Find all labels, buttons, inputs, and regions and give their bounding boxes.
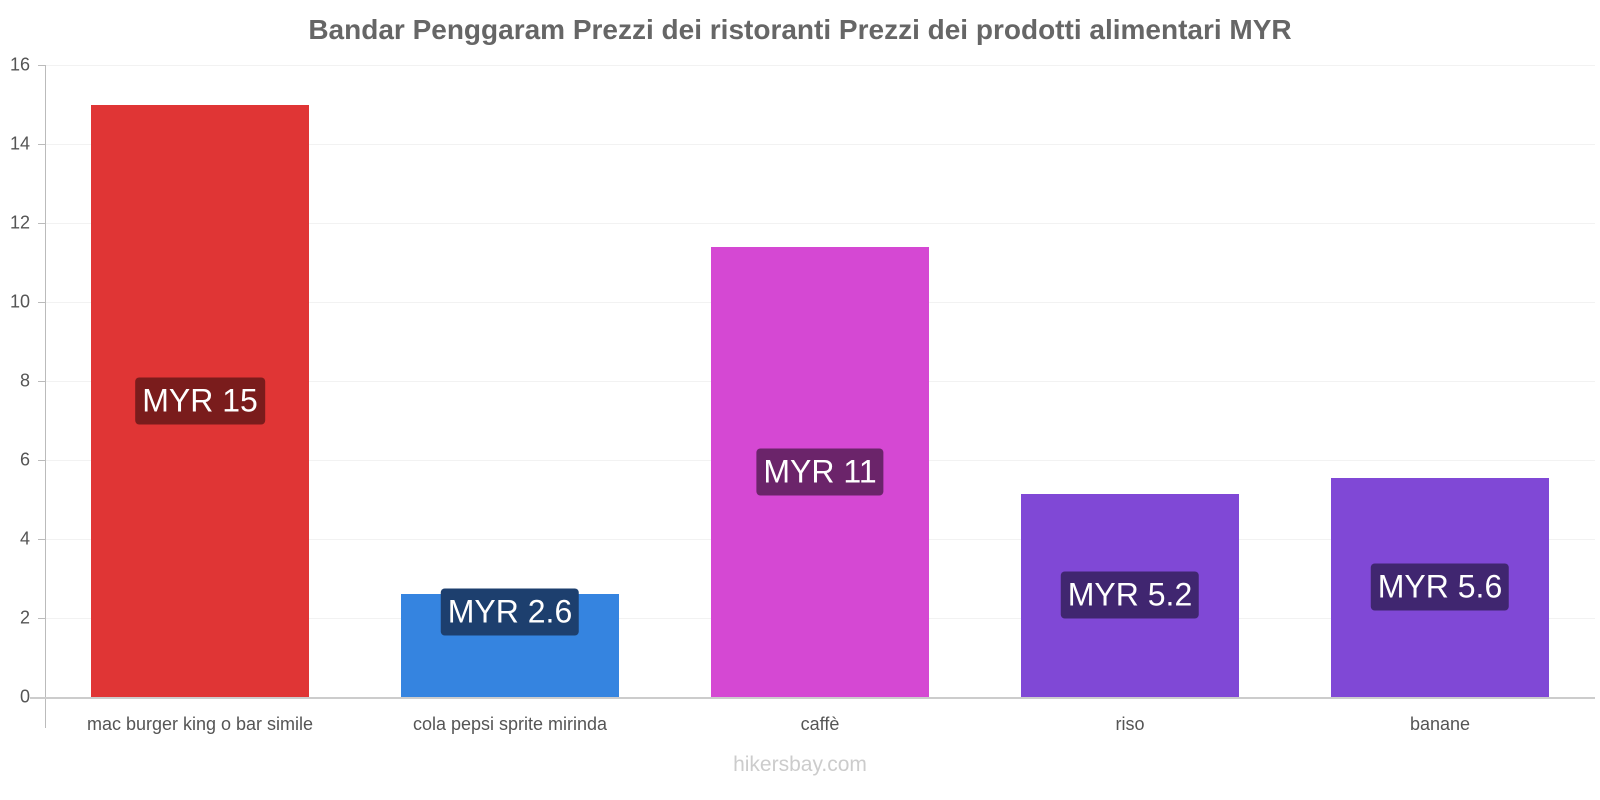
- y-tick-mark: [38, 302, 45, 303]
- y-tick-mark: [38, 618, 45, 619]
- y-tick-label: 6: [19, 449, 30, 470]
- y-tick-mark: [38, 144, 45, 145]
- watermark: hikersbay.com: [733, 753, 867, 776]
- bar-value-label: MYR 5.2: [1060, 571, 1200, 619]
- x-tick-label: banane: [1409, 714, 1471, 734]
- bar-value-label: MYR 11: [756, 448, 884, 496]
- gridline: [45, 223, 1595, 224]
- bar-4: MYR 5.6: [1331, 477, 1549, 697]
- y-axis-line: [45, 65, 46, 728]
- y-tick-label: 16: [9, 54, 30, 75]
- x-tick-label: mac burger king o bar simile: [86, 714, 314, 734]
- bar-3: MYR 5.2: [1021, 493, 1239, 697]
- bar-2: MYR 11: [711, 246, 929, 697]
- y-tick-label: 2: [19, 607, 30, 628]
- x-tick-label: caffè: [800, 714, 840, 734]
- x-tick-label: cola pepsi sprite mirinda: [412, 714, 608, 734]
- y-tick-mark: [38, 223, 45, 224]
- y-tick-mark: [38, 381, 45, 382]
- y-tick-label: 10: [9, 291, 30, 312]
- y-tick-label: 8: [19, 370, 30, 391]
- bar-value-label: MYR 2.6: [440, 588, 580, 636]
- y-tick-mark: [38, 539, 45, 540]
- x-tick-label: riso: [1115, 714, 1145, 734]
- bar-value-label: MYR 5.6: [1370, 563, 1510, 611]
- y-tick-label: 0: [19, 686, 30, 707]
- bar-value-label: MYR 15: [135, 377, 265, 425]
- y-tick-label: 12: [9, 212, 30, 233]
- chart-title: Bandar Penggaram Prezzi dei ristoranti P…: [308, 14, 1292, 45]
- bar-1: MYR 2.6: [401, 588, 619, 697]
- gridline: [45, 144, 1595, 145]
- y-tick-label: 14: [9, 133, 30, 154]
- y-tick-mark: [38, 460, 45, 461]
- x-axis-line: [30, 697, 1595, 699]
- bar-0: MYR 15: [91, 104, 309, 697]
- y-tick-label: 4: [19, 528, 30, 549]
- gridline: [45, 65, 1595, 66]
- y-tick-mark: [38, 65, 45, 66]
